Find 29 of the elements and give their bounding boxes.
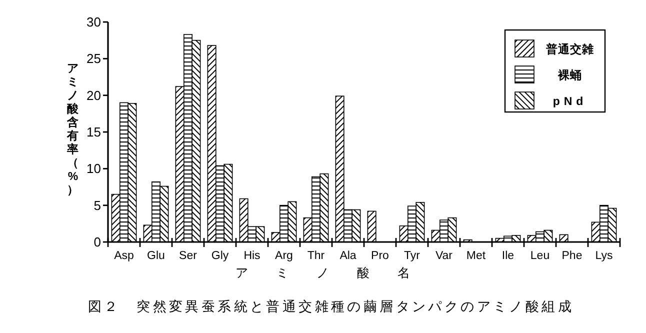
x-axis-title: ア ミ ノ 酸 名 <box>236 266 422 280</box>
legend-label: pNd <box>552 96 588 108</box>
y-tick-label: 20 <box>86 88 101 103</box>
text: アミノ酸含有率（%） <box>67 63 79 196</box>
x-tick-label: Ala <box>340 250 357 262</box>
y-tick-label: 0 <box>94 234 101 250</box>
caption: 図２ 突然変異蚕系統と普通交雑種の繭層タンパクのアミノ酸組成 <box>88 298 574 314</box>
y-tick-label: 25 <box>86 51 101 66</box>
x-tick-label: Leu <box>530 250 550 262</box>
x-tick-label: Pro <box>371 250 389 262</box>
y-tick-label: 30 <box>86 14 101 30</box>
x-tick-label: Var <box>435 250 453 262</box>
x-tick-label: Lys <box>595 250 613 262</box>
x-tick-label: Asp <box>114 250 134 262</box>
y-tick-label: 10 <box>86 161 101 176</box>
x-tick-label: Arg <box>275 250 293 262</box>
legend-label: 裸蛹 <box>557 68 582 82</box>
x-tick-label: Phe <box>562 250 582 262</box>
x-tick-label: Ser <box>179 250 198 262</box>
x-tick-label: Gly <box>211 250 229 262</box>
x-tick-label: Tyr <box>404 250 420 262</box>
y-tick-label: 5 <box>94 198 101 213</box>
y-tick-label: 15 <box>86 124 101 140</box>
x-tick-label: Glu <box>147 250 165 262</box>
x-tick-label: Met <box>466 250 486 262</box>
x-tick-label: His <box>244 250 261 262</box>
x-tick-label: Thr <box>307 250 325 262</box>
x-tick-label: Ile <box>502 250 514 262</box>
legend-label: 普通交雑 <box>545 42 594 56</box>
